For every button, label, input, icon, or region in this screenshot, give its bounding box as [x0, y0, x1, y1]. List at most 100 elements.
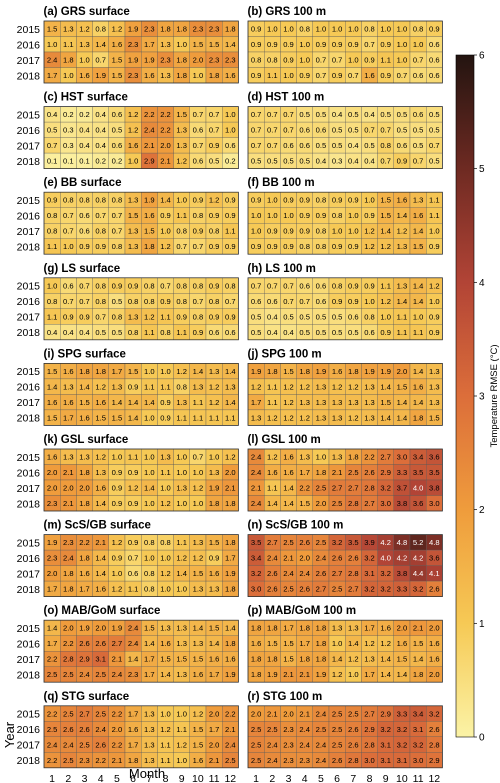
cell-value-label: 0.5 [397, 110, 408, 119]
cell-value-label: 0.9 [193, 328, 204, 337]
cell-value-label: 1.3 [316, 413, 327, 422]
cell-value-label: 1.0 [397, 24, 408, 33]
panel-title: (a) GRS surface [44, 6, 130, 18]
cell-value-label: 0.8 [380, 141, 391, 150]
cell-value-label: 1.3 [251, 413, 262, 422]
cell-value-label: 1.3 [160, 624, 171, 633]
cell-value-label: 0.6 [79, 227, 90, 236]
cell-value-label: 2.1 [283, 670, 294, 679]
cell-value-label: 1.5 [299, 499, 310, 508]
cell-value-label: 1.1 [160, 382, 171, 391]
cell-value-label: 0.6 [112, 141, 123, 150]
cell-value-label: 1.2 [299, 382, 310, 391]
cell-value-label: 2.4 [47, 55, 58, 64]
cell-value-label: 2.8 [429, 740, 440, 749]
cell-value-label: 2.6 [95, 639, 106, 648]
cell-value-label: 1.5 [160, 655, 171, 664]
cell-value-label: 1.8 [299, 624, 310, 633]
cell-value-label: 0.8 [364, 312, 375, 321]
cell-value-label: 1.4 [413, 297, 424, 306]
cell-value-label: 1.3 [128, 312, 139, 321]
cell-value-label: 1.0 [267, 211, 278, 220]
cell-value-label: 1.4 [160, 670, 171, 679]
cell-value-label: 2.6 [332, 554, 343, 563]
cell-value-label: 0.6 [429, 40, 440, 49]
cell-value-label: 1.0 [112, 569, 123, 578]
cell-value-label: 0.9 [251, 40, 262, 49]
cell-value-label: 1.6 [95, 398, 106, 407]
cell-value-label: 1.1 [397, 328, 408, 337]
cell-value-label: 2.2 [95, 756, 106, 765]
cell-value-label: 0.6 [429, 55, 440, 64]
cell-value-label: 1.4 [397, 297, 408, 306]
cell-value-label: 1.3 [364, 382, 375, 391]
cell-value-label: 1.7 [364, 624, 375, 633]
cell-value-label: 0.8 [316, 196, 327, 205]
cell-value-label: 0.5 [397, 126, 408, 135]
cell-value-label: 0.2 [63, 110, 74, 119]
cell-value-label: 0.8 [176, 281, 187, 290]
cell-value-label: 1.5 [209, 538, 220, 547]
cell-value-label: 2.3 [209, 24, 220, 33]
cell-value-label: 2.7 [380, 452, 391, 461]
cell-value-label: 1.8 [267, 367, 278, 376]
cell-value-label: 1.3 [112, 382, 123, 391]
cell-value-label: 1.0 [251, 227, 262, 236]
cell-value-label: 1.7 [79, 585, 90, 594]
cell-value-label: 0.8 [160, 538, 171, 547]
cell-value-label: 0.8 [95, 297, 106, 306]
cell-value-label: 2.9 [364, 725, 375, 734]
cell-value-label: 3.8 [397, 499, 408, 508]
year-tick-label: 2017 [17, 226, 41, 238]
cell-value-label: 0.4 [95, 126, 106, 135]
cell-value-label: 0.9 [364, 55, 375, 64]
cell-value-label: 3.5 [251, 538, 262, 547]
cell-value-label: 1.1 [380, 281, 391, 290]
cell-value-label: 2.1 [144, 141, 155, 150]
cell-value-label: 1.8 [251, 655, 262, 664]
panel-title: (l) GSL 100 m [248, 434, 321, 446]
cell-value-label: 2.0 [251, 709, 262, 718]
cell-value-label: 0.9 [267, 40, 278, 49]
cell-value-label: 1.9 [128, 24, 139, 33]
cell-value-label: 2.5 [332, 499, 343, 508]
cell-value-label: 1.3 [429, 367, 440, 376]
cell-value-label: 1.2 [299, 413, 310, 422]
cell-value-label: 1.4 [413, 655, 424, 664]
cell-value-label: 3.6 [429, 554, 440, 563]
cell-value-label: 3.3 [397, 709, 408, 718]
cell-value-label: 1.0 [63, 71, 74, 80]
cell-value-label: 0.9 [283, 227, 294, 236]
cell-value-label: 1.9 [225, 569, 236, 578]
cell-value-label: 1.8 [63, 569, 74, 578]
cell-value-label: 1.2 [348, 413, 359, 422]
cell-value-label: 2.5 [348, 709, 359, 718]
cell-value-label: 1.7 [225, 554, 236, 563]
cell-value-label: 2.3 [283, 756, 294, 765]
cell-value-label: 1.2 [209, 196, 220, 205]
cell-value-label: 1.1 [160, 312, 171, 321]
cell-value-label: 0.8 [95, 281, 106, 290]
cell-value-label: 1.7 [144, 40, 155, 49]
cell-value-label: 1.4 [128, 398, 139, 407]
cell-value-label: 1.6 [95, 585, 106, 594]
cell-value-label: 3.5 [348, 538, 359, 547]
cell-value-label: 1.3 [160, 71, 171, 80]
cell-value-label: 1.3 [397, 281, 408, 290]
cell-value-label: 1.6 [128, 141, 139, 150]
cell-value-label: 1.4 [332, 655, 343, 664]
cell-value-label: 2.6 [299, 538, 310, 547]
cell-value-label: 0.9 [251, 71, 262, 80]
cell-value-label: 0.3 [332, 157, 343, 166]
cell-value-label: 1.4 [95, 40, 106, 49]
cell-value-label: 3.0 [364, 756, 375, 765]
cell-value-label: 2.8 [63, 655, 74, 664]
cell-value-label: 3.0 [413, 756, 424, 765]
cell-value-label: 2.6 [63, 725, 74, 734]
year-tick-label: 2018 [17, 241, 41, 253]
cell-value-label: 0.9 [316, 211, 327, 220]
cell-value-label: 0.6 [348, 312, 359, 321]
cell-value-label: 2.0 [160, 141, 171, 150]
